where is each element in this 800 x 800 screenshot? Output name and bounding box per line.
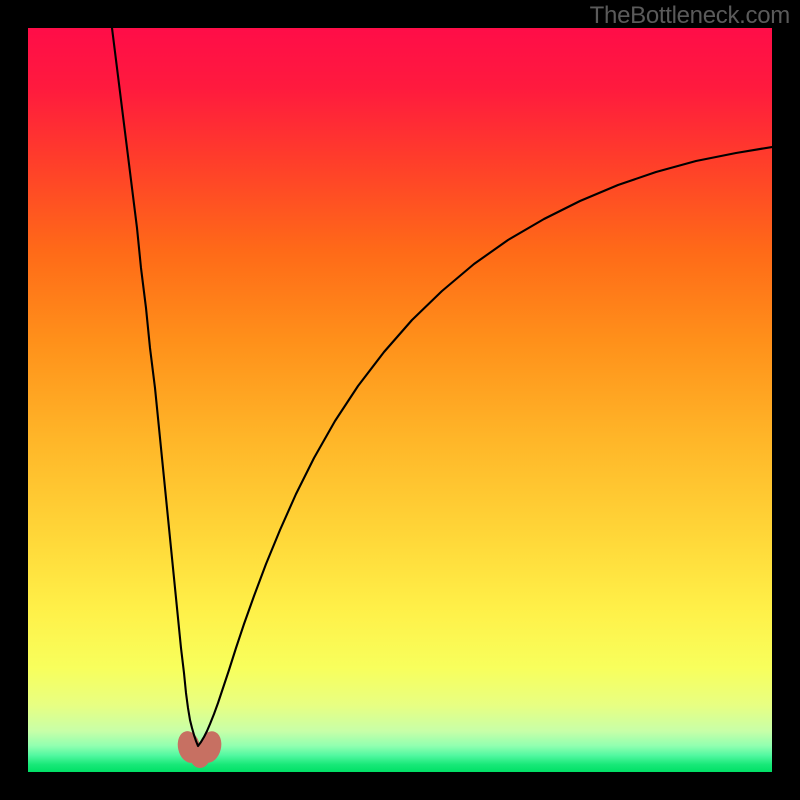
- bottleneck-plot: [0, 0, 800, 800]
- chart-container: TheBottleneck.com: [0, 0, 800, 800]
- gradient-background: [28, 28, 772, 772]
- watermark-text: TheBottleneck.com: [590, 2, 790, 30]
